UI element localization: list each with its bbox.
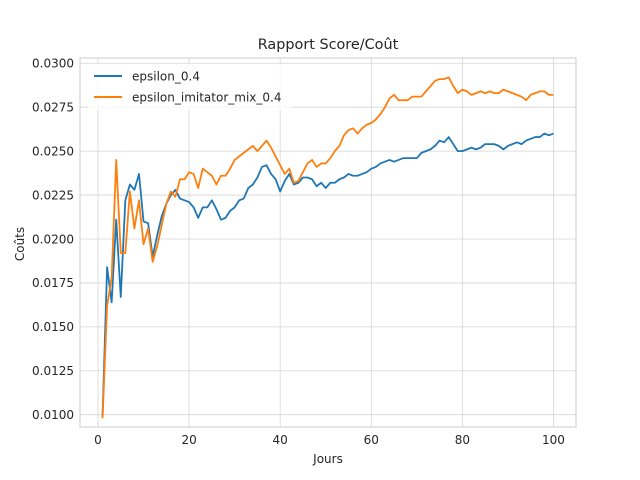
y-tick-label: 0.0300	[32, 57, 74, 71]
y-tick-label: 0.0275	[32, 101, 74, 115]
x-tick-label: 20	[181, 433, 196, 447]
y-axis-label: Coûts	[13, 227, 27, 261]
x-tick-label: 100	[542, 433, 565, 447]
y-tick-label: 0.0175	[32, 276, 74, 290]
x-tick-label: 80	[455, 433, 470, 447]
y-tick-label: 0.0225	[32, 188, 74, 202]
grid-lines	[80, 58, 576, 427]
series-line-epsilon-0-4	[101, 132, 554, 417]
legend-label-epsilon: epsilon_0.4	[132, 70, 200, 84]
y-tick-label: 0.0200	[32, 232, 74, 246]
tick-labels: 0 20 40 60 80 100 0.0100 0.0125 0.0150 0.0175 0.02…	[32, 57, 565, 447]
legend: epsilon_0.4 epsilon_imitator_mix_0.4	[88, 64, 292, 110]
plot-area-frame	[79, 57, 577, 428]
x-tick-label: 40	[273, 433, 288, 447]
x-tick-label: 60	[364, 433, 379, 447]
series-line-epsilon-imitator-mix-0-4	[101, 76, 554, 419]
legend-background	[88, 64, 292, 110]
y-tick-label: 0.0100	[32, 408, 74, 422]
y-tick-label: 0.0150	[32, 320, 74, 334]
series-lines	[101, 76, 554, 419]
x-axis-label: Jours	[312, 452, 343, 466]
chart-title: Rapport Score/Coût	[258, 37, 399, 53]
legend-label-epsilon-imitator-mix: epsilon_imitator_mix_0.4	[132, 91, 281, 105]
y-tick-label: 0.0250	[32, 144, 74, 158]
x-tick-label: 0	[94, 433, 102, 447]
y-tick-label: 0.0125	[32, 364, 74, 378]
